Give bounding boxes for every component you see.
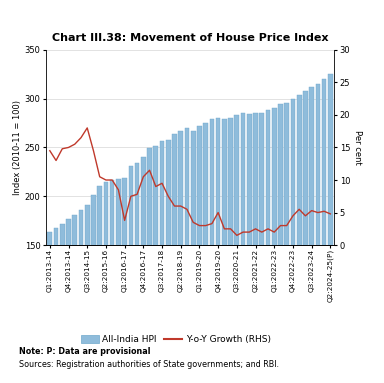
Bar (179, 131, 183, 383)
Y-axis label: Index (2010-11 = 100): Index (2010-11 = 100) (13, 100, 22, 195)
Bar (266, 110, 270, 383)
Bar (328, 74, 333, 383)
Bar (110, 180, 114, 383)
Legend: All-India HPI, Y-o-Y Growth (RHS): All-India HPI, Y-o-Y Growth (RHS) (77, 332, 274, 348)
Bar (303, 91, 308, 383)
Bar (241, 113, 245, 383)
Bar (191, 131, 195, 383)
Bar (260, 113, 264, 383)
Bar (253, 113, 258, 383)
Bar (141, 157, 146, 383)
Bar (247, 114, 252, 383)
Bar (104, 182, 108, 383)
Bar (285, 103, 289, 383)
Bar (166, 140, 170, 383)
Bar (66, 219, 71, 383)
Y-axis label: Per cent: Per cent (353, 130, 362, 165)
Bar (278, 103, 283, 383)
Bar (203, 123, 208, 383)
Bar (79, 210, 83, 383)
Bar (291, 99, 295, 383)
Bar (197, 126, 202, 383)
Bar (154, 146, 158, 383)
Bar (147, 149, 152, 383)
Bar (210, 119, 214, 383)
Bar (172, 134, 177, 383)
Bar (116, 179, 121, 383)
Bar (48, 232, 52, 383)
Bar (85, 205, 89, 383)
Bar (98, 185, 102, 383)
Bar (54, 228, 58, 383)
Bar (228, 118, 233, 383)
Bar (322, 79, 326, 383)
Bar (316, 84, 320, 383)
Bar (235, 115, 239, 383)
Title: Chart III.38: Movement of House Price Index: Chart III.38: Movement of House Price In… (52, 33, 328, 43)
Bar (73, 215, 77, 383)
Text: Sources: Registration authorities of State governments; and RBI.: Sources: Registration authorities of Sta… (19, 360, 279, 369)
Bar (309, 87, 314, 383)
Bar (272, 108, 276, 383)
Bar (129, 166, 133, 383)
Bar (91, 195, 96, 383)
Bar (297, 95, 301, 383)
Bar (222, 119, 227, 383)
Bar (185, 128, 189, 383)
Bar (160, 141, 164, 383)
Bar (216, 118, 220, 383)
Bar (135, 163, 139, 383)
Text: Note: P: Data are provisional: Note: P: Data are provisional (19, 347, 151, 355)
Bar (122, 178, 127, 383)
Bar (60, 224, 65, 383)
